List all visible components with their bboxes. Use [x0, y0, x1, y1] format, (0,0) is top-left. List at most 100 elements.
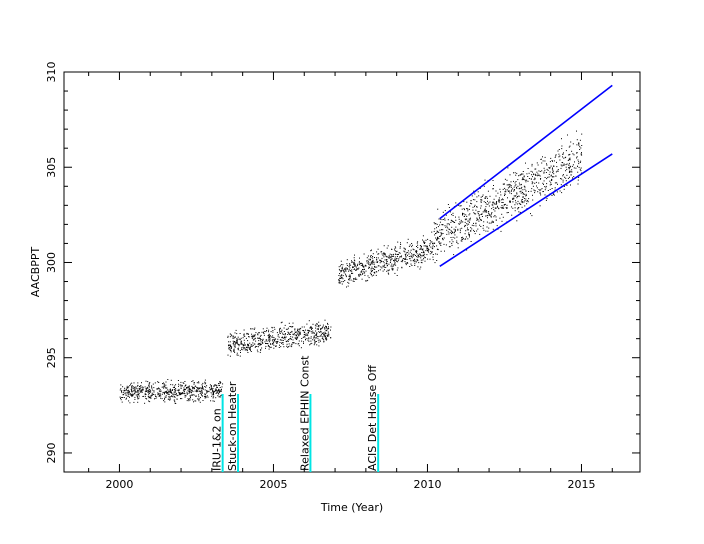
data-point — [275, 341, 277, 343]
data-point — [570, 184, 571, 186]
data-point — [356, 278, 358, 280]
data-point — [440, 234, 442, 236]
data-point — [372, 256, 374, 257]
data-point — [459, 205, 461, 207]
data-point — [560, 164, 562, 166]
data-point — [307, 333, 309, 335]
data-point — [488, 213, 490, 215]
data-point — [188, 390, 190, 392]
x-axis-title: Time (Year) — [320, 501, 383, 514]
data-point — [366, 262, 368, 264]
data-point — [235, 341, 237, 343]
data-point — [430, 250, 432, 252]
data-point — [483, 185, 485, 187]
data-point — [190, 397, 191, 399]
data-point — [451, 214, 453, 216]
data-point — [464, 226, 466, 228]
data-point — [211, 393, 213, 395]
data-point — [439, 235, 441, 237]
data-point — [493, 185, 494, 186]
data-point — [197, 388, 199, 390]
data-point — [498, 199, 500, 200]
data-point — [288, 339, 289, 340]
data-point — [352, 267, 353, 269]
data-point — [267, 343, 269, 345]
data-point — [424, 242, 426, 244]
data-point — [400, 256, 402, 257]
data-point — [291, 330, 293, 332]
data-point — [528, 198, 530, 200]
data-point — [290, 338, 292, 340]
data-point — [215, 390, 217, 392]
data-point — [518, 202, 520, 204]
data-point — [147, 391, 149, 393]
data-point — [442, 239, 444, 241]
data-point — [211, 388, 213, 390]
data-point — [437, 237, 439, 239]
data-point — [148, 385, 150, 387]
data-point — [284, 337, 286, 339]
data-point — [263, 331, 264, 333]
data-point — [388, 255, 390, 257]
data-point — [284, 334, 286, 336]
data-point — [499, 188, 501, 190]
data-point — [454, 229, 456, 231]
data-point — [218, 393, 220, 395]
data-point — [369, 272, 371, 274]
data-point — [569, 165, 571, 167]
data-point — [465, 236, 467, 238]
data-point — [370, 250, 372, 252]
data-point — [325, 336, 327, 338]
data-point — [445, 214, 447, 216]
data-point — [470, 202, 471, 204]
data-point — [310, 326, 312, 328]
data-point — [386, 262, 388, 264]
data-point — [175, 389, 177, 391]
data-point — [563, 185, 565, 187]
data-point — [254, 327, 256, 329]
data-point — [450, 221, 452, 223]
data-point — [517, 196, 518, 197]
data-point — [396, 257, 398, 259]
data-point — [526, 179, 528, 181]
data-point — [128, 390, 130, 392]
data-point — [134, 393, 136, 395]
data-point — [561, 145, 563, 147]
data-point — [390, 260, 392, 262]
data-point — [354, 279, 356, 280]
data-point — [201, 391, 203, 393]
data-point — [366, 257, 368, 259]
data-point — [464, 225, 466, 227]
data-point — [166, 393, 168, 394]
data-point — [552, 160, 553, 162]
data-point — [520, 184, 522, 186]
data-point — [553, 173, 555, 175]
data-point — [228, 348, 230, 350]
data-point — [382, 254, 384, 256]
data-point — [545, 172, 547, 173]
data-point — [140, 390, 142, 392]
data-point — [411, 246, 413, 248]
data-point — [449, 232, 451, 234]
data-point — [352, 266, 354, 267]
data-point — [466, 249, 468, 251]
data-point — [435, 233, 436, 234]
data-point — [273, 326, 275, 328]
data-point — [281, 331, 282, 333]
data-point — [504, 203, 506, 205]
data-point — [358, 274, 359, 276]
data-point — [353, 281, 355, 282]
data-point — [153, 394, 155, 395]
y-tick-label: 290 — [45, 442, 58, 463]
data-point — [473, 229, 475, 231]
data-point — [258, 337, 260, 339]
data-point — [539, 175, 541, 177]
data-point — [265, 339, 267, 341]
data-point — [254, 346, 256, 348]
data-point — [494, 215, 496, 216]
data-point — [145, 393, 147, 395]
data-point — [528, 178, 530, 179]
data-point — [512, 199, 514, 200]
data-point — [276, 341, 278, 343]
data-point — [232, 343, 234, 345]
